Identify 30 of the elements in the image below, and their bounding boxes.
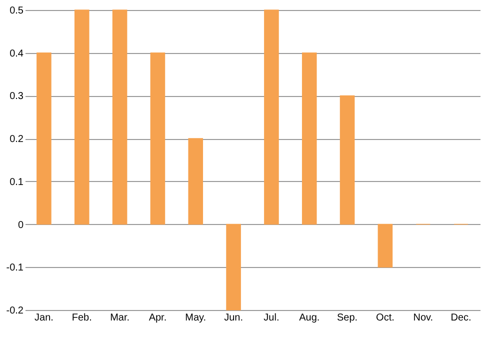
x-tick-label: Apr.	[148, 312, 167, 324]
bar	[36, 52, 52, 225]
x-tick-label: Jan.	[34, 312, 54, 324]
x-tick-label: Aug.	[299, 312, 320, 324]
y-tick-label: 0.4	[10, 48, 24, 60]
x-tick-label: Feb.	[72, 312, 92, 324]
bar	[378, 224, 393, 268]
y-tick-label: 0	[18, 220, 24, 231]
y-tick-label: 0.3	[10, 91, 24, 102]
bar	[264, 10, 279, 225]
y-tick-label: -0.1	[6, 262, 24, 274]
x-tick-label: Jul.	[264, 312, 280, 324]
x-tick-label: May.	[185, 312, 206, 324]
bar	[150, 52, 166, 225]
bar	[226, 224, 241, 310]
y-tick-label: -0.2	[6, 306, 24, 316]
x-tick-label: Nov.	[413, 312, 434, 324]
x-tick-label: Dec.	[450, 312, 472, 324]
x-tick-label: Oct.	[376, 312, 394, 324]
y-tick-label: 0.5	[10, 6, 24, 16]
x-tick-label: Mar.	[110, 312, 130, 324]
bar	[340, 95, 355, 225]
y-tick-label: 0.2	[10, 134, 24, 146]
bar	[112, 10, 128, 225]
y-tick-label: 0.1	[10, 176, 24, 188]
x-tick-label: Sep.	[337, 312, 358, 324]
x-tick-label: Jun.	[224, 312, 243, 324]
bar	[302, 52, 317, 225]
bar	[188, 138, 204, 225]
bar	[74, 10, 90, 225]
